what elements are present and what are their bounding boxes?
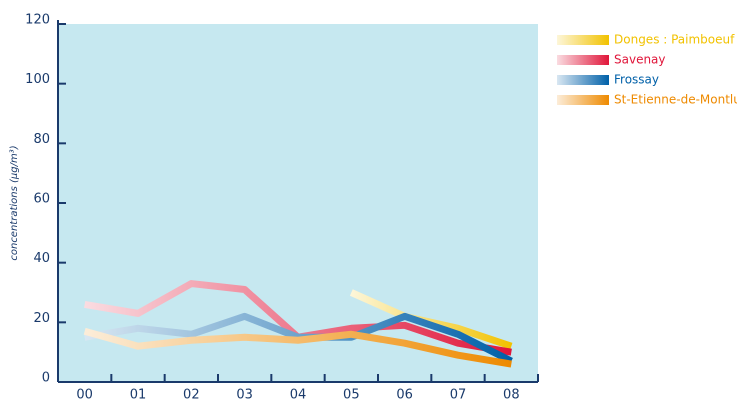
legend-label: Savenay	[614, 53, 666, 67]
legend-swatch	[557, 35, 609, 45]
legend-label: Frossay	[614, 73, 659, 87]
y-tick-label: 40	[33, 251, 50, 266]
x-tick-label: 01	[130, 388, 147, 402]
legend-label: Donges : Paimboeuf	[614, 33, 735, 47]
x-tick-label: 00	[76, 388, 93, 402]
x-tick-label: 04	[290, 388, 307, 402]
x-tick-label: 08	[503, 388, 520, 402]
legend-swatch	[557, 75, 609, 85]
plot-area	[58, 24, 538, 382]
x-tick-label: 06	[396, 388, 413, 402]
series-line	[83, 327, 512, 368]
y-tick-label: 60	[33, 192, 50, 207]
y-tick-label: 80	[33, 132, 50, 147]
legend-swatch	[557, 55, 609, 65]
y-tick-label: 0	[42, 371, 50, 386]
x-tick-label: 05	[343, 388, 360, 402]
x-tick-label: 02	[183, 388, 200, 402]
y-tick-label: 100	[25, 72, 50, 87]
x-tick-label: 07	[450, 388, 467, 402]
y-tick-label: 120	[25, 13, 50, 28]
y-axis-label: concentrations (µg/m³)	[9, 145, 20, 260]
legend-label: St-Etienne-de-Montluc	[614, 93, 737, 107]
x-tick-label: 03	[236, 388, 253, 402]
legend-swatch	[557, 95, 609, 105]
y-tick-label: 20	[33, 311, 50, 326]
